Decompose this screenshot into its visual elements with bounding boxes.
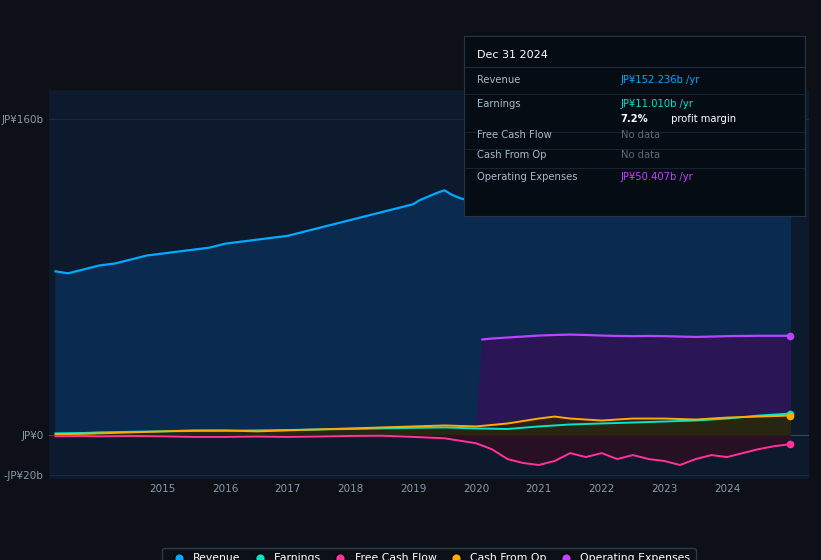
Text: Cash From Op: Cash From Op	[478, 150, 547, 160]
Text: 7.2%: 7.2%	[621, 114, 649, 124]
Text: Earnings: Earnings	[478, 99, 521, 109]
Text: JP¥50.407b /yr: JP¥50.407b /yr	[621, 172, 694, 182]
Legend: Revenue, Earnings, Free Cash Flow, Cash From Op, Operating Expenses: Revenue, Earnings, Free Cash Flow, Cash …	[163, 548, 695, 560]
Text: profit margin: profit margin	[668, 114, 736, 124]
Text: Revenue: Revenue	[478, 75, 521, 85]
Text: Operating Expenses: Operating Expenses	[478, 172, 578, 182]
Text: Dec 31 2024: Dec 31 2024	[478, 50, 548, 60]
Text: No data: No data	[621, 130, 660, 141]
Text: No data: No data	[621, 150, 660, 160]
Text: Free Cash Flow: Free Cash Flow	[478, 130, 553, 141]
Text: JP¥152.236b /yr: JP¥152.236b /yr	[621, 75, 700, 85]
Text: JP¥11.010b /yr: JP¥11.010b /yr	[621, 99, 694, 109]
